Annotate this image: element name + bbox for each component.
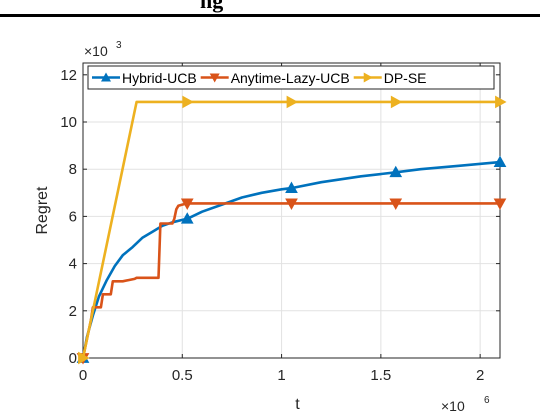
series-line-1 xyxy=(81,202,500,359)
y-axis-exponent: 3 xyxy=(116,40,122,51)
data-point-marker xyxy=(286,95,299,109)
x-axis-multiplier: ×10 xyxy=(441,398,465,414)
y-tick-label: 2 xyxy=(69,303,77,320)
legend-label: DP-SE xyxy=(384,70,427,86)
header-rule xyxy=(0,14,540,17)
data-point-marker xyxy=(390,95,403,109)
y-tick-label: 10 xyxy=(60,114,77,131)
x-tick-label: 1 xyxy=(277,367,285,384)
y-axis-multiplier: ×10 xyxy=(84,43,108,59)
data-point-marker xyxy=(78,351,90,365)
legend-label: Hybrid-UCB xyxy=(122,70,197,86)
grid xyxy=(82,63,500,359)
y-tick-label: 6 xyxy=(69,208,77,225)
legend-marker xyxy=(101,72,111,82)
y-tick-label: 4 xyxy=(69,256,77,273)
data-point-marker xyxy=(180,212,194,224)
legend-label: Anytime-Lazy-UCB xyxy=(231,70,350,86)
page-header-strip: ng xyxy=(0,0,540,17)
x-tick-label: 2 xyxy=(476,367,484,384)
series-line-2 xyxy=(81,100,500,359)
data-point-marker xyxy=(285,198,298,210)
data-point-marker xyxy=(389,165,403,178)
data-point-marker xyxy=(495,95,507,109)
y-tick-label: 0 xyxy=(69,350,77,367)
legend-marker xyxy=(363,72,373,83)
series-lines xyxy=(76,95,507,365)
x-tick-label: 0 xyxy=(79,367,87,384)
data-point-marker xyxy=(285,181,298,193)
legend: Hybrid-UCB Anytime-Lazy-UCB DP-SE xyxy=(87,65,495,90)
plot-area xyxy=(83,63,500,358)
x-axis-exponent: 6 xyxy=(484,395,490,406)
legend-box xyxy=(87,65,495,90)
axes: 0 0.5 1 1.5 2 0 2 4 6 8 10 12 t Regret ×10 6 ×10 3 xyxy=(34,40,501,414)
data-point-marker xyxy=(180,198,194,210)
y-tick-label: 12 xyxy=(60,67,77,84)
data-point-marker xyxy=(389,198,403,210)
header-text-fragment: ng xyxy=(200,0,224,13)
x-axis-label: t xyxy=(295,396,300,413)
data-point-marker xyxy=(182,95,194,109)
y-tick-label: 8 xyxy=(69,161,77,178)
x-tick-label: 0.5 xyxy=(172,367,193,384)
legend-marker xyxy=(209,73,220,83)
y-axis-label: Regret xyxy=(34,186,51,235)
x-tick-label: 1.5 xyxy=(370,367,391,384)
data-point-marker xyxy=(493,198,507,210)
data-point-marker xyxy=(493,155,507,168)
axes-box xyxy=(82,62,501,359)
